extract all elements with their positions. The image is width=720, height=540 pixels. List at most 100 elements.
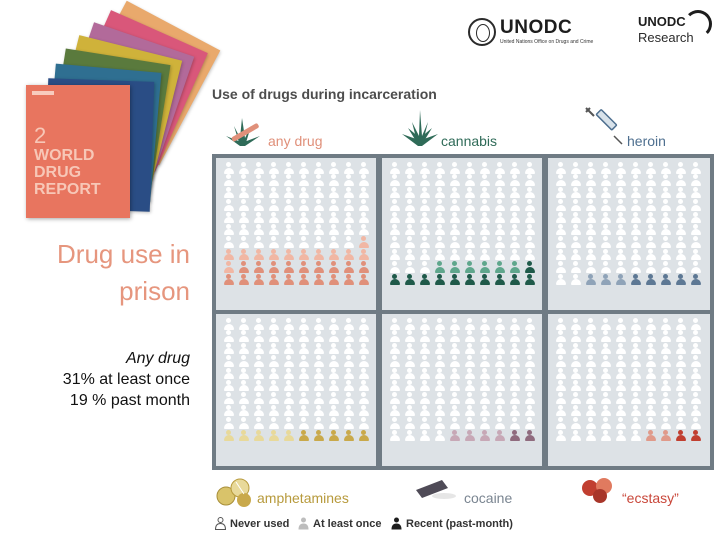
person-icon-never bbox=[448, 404, 461, 417]
person-icon-never bbox=[418, 186, 431, 199]
person-icon-never bbox=[252, 392, 265, 404]
person-icon-never bbox=[327, 236, 340, 248]
panel-heroin bbox=[548, 158, 710, 310]
person-icon-never bbox=[297, 174, 310, 186]
person-icon-never bbox=[357, 223, 370, 236]
person-icon-never bbox=[508, 355, 521, 367]
person-icon-never bbox=[237, 404, 250, 417]
person-icon-never bbox=[659, 248, 672, 261]
person-icon-never bbox=[252, 223, 265, 236]
person-icon-recent bbox=[312, 273, 325, 286]
cocaine-packet-icon bbox=[416, 480, 456, 499]
person-icon-never bbox=[629, 248, 642, 261]
person-icon-never bbox=[463, 417, 476, 429]
person-icon-never bbox=[584, 342, 597, 355]
person-icon-never bbox=[463, 330, 476, 342]
person-icon-never bbox=[674, 211, 687, 224]
person-icon-recent bbox=[327, 429, 340, 442]
person-icon-never bbox=[629, 342, 642, 355]
person-icon-never bbox=[629, 379, 642, 392]
person-icon-recent bbox=[523, 273, 536, 286]
person-icon-never bbox=[614, 330, 627, 342]
person-icon-never bbox=[433, 248, 446, 261]
person-icon-never bbox=[222, 367, 235, 380]
person-icon-never bbox=[327, 392, 340, 404]
person-icon-never bbox=[629, 236, 642, 248]
person-icon-never bbox=[357, 342, 370, 355]
person-icon-never bbox=[644, 367, 657, 380]
person-icon-never bbox=[554, 379, 567, 392]
person-icon-never bbox=[222, 355, 235, 367]
person-icon-never bbox=[312, 330, 325, 342]
person-icon-never bbox=[523, 379, 536, 392]
at-least-once-person-icon bbox=[298, 517, 309, 530]
person-icon-never bbox=[493, 417, 506, 429]
legend-at-least-once: At least once bbox=[313, 518, 382, 530]
person-icon-never bbox=[614, 367, 627, 380]
person-icon-never bbox=[569, 261, 582, 273]
person-icon-never bbox=[312, 367, 325, 380]
person-icon-never bbox=[282, 417, 295, 429]
person-icon-once bbox=[644, 429, 657, 442]
person-icon-never bbox=[614, 404, 627, 417]
person-icon-never bbox=[222, 174, 235, 186]
person-icon-once bbox=[599, 273, 612, 286]
person-icon-never bbox=[599, 379, 612, 392]
person-icon-never bbox=[237, 379, 250, 392]
person-icon-never bbox=[569, 186, 582, 199]
person-icon-never bbox=[523, 236, 536, 248]
person-icon-never bbox=[312, 417, 325, 429]
person-icon-never bbox=[418, 379, 431, 392]
person-icon-recent bbox=[659, 273, 672, 286]
person-icon-recent bbox=[327, 273, 340, 286]
person-icon-recent bbox=[267, 273, 280, 286]
person-icon-never bbox=[327, 342, 340, 355]
person-icon-once bbox=[312, 248, 325, 261]
person-icon-once bbox=[327, 248, 340, 261]
person-icon-never bbox=[297, 367, 310, 380]
person-icon-never bbox=[418, 248, 431, 261]
person-icon-never bbox=[523, 248, 536, 261]
person-icon-never bbox=[508, 199, 521, 211]
person-icon-never bbox=[327, 186, 340, 199]
person-icon-never bbox=[327, 318, 340, 330]
person-icon-never bbox=[508, 186, 521, 199]
person-icon-never bbox=[629, 392, 642, 404]
person-icon-never bbox=[433, 367, 446, 380]
person-icon-never bbox=[614, 417, 627, 429]
person-icon-never bbox=[644, 261, 657, 273]
person-icon-never bbox=[644, 186, 657, 199]
person-icon-never bbox=[342, 330, 355, 342]
person-icon-never bbox=[493, 223, 506, 236]
person-icon-never bbox=[222, 199, 235, 211]
person-icon-never bbox=[403, 342, 416, 355]
person-icon-never bbox=[599, 199, 612, 211]
person-icon-recent bbox=[418, 273, 431, 286]
cover-logo bbox=[32, 91, 54, 95]
people-grid bbox=[554, 162, 704, 286]
person-icon-never bbox=[659, 367, 672, 380]
person-icon-never bbox=[569, 318, 582, 330]
person-icon-never bbox=[433, 404, 446, 417]
person-icon-never bbox=[508, 404, 521, 417]
person-icon-never bbox=[689, 355, 702, 367]
person-icon-never bbox=[508, 174, 521, 186]
person-icon-never bbox=[403, 417, 416, 429]
person-icon-never bbox=[674, 174, 687, 186]
person-icon-never bbox=[312, 379, 325, 392]
person-icon-never bbox=[659, 199, 672, 211]
person-icon-never bbox=[493, 404, 506, 417]
person-icon-never bbox=[403, 162, 416, 174]
person-icon-never bbox=[403, 174, 416, 186]
person-icon-never bbox=[267, 367, 280, 380]
person-icon-never bbox=[342, 367, 355, 380]
person-icon-never bbox=[478, 342, 491, 355]
person-icon-never bbox=[689, 417, 702, 429]
person-icon-never bbox=[689, 174, 702, 186]
person-icon-never bbox=[282, 367, 295, 380]
person-icon-recent bbox=[342, 261, 355, 273]
person-icon-recent bbox=[523, 261, 536, 273]
person-icon-never bbox=[282, 186, 295, 199]
person-icon-never bbox=[508, 162, 521, 174]
person-icon-never bbox=[388, 162, 401, 174]
